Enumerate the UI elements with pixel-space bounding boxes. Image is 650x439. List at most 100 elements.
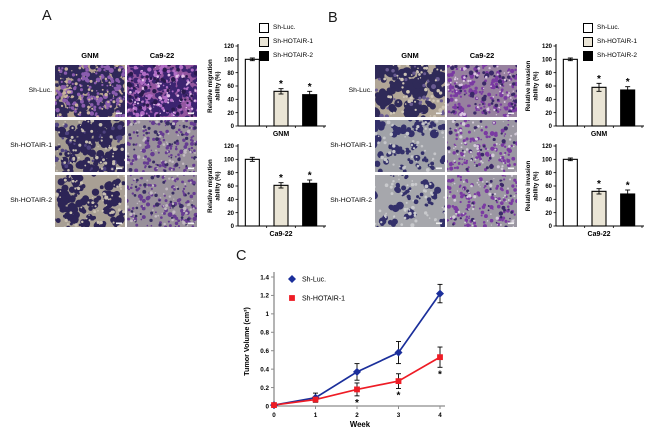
bar-chart-a-ca922-migration: Relative migration ability (%) 0 20 40 60 80 10…	[206, 140, 330, 240]
y-tick-label: 0.6	[260, 348, 269, 355]
bar	[562, 158, 578, 227]
micrograph-a-sh-hotair2-gnm	[55, 175, 125, 227]
legend-item: Sh-Luc.	[583, 22, 637, 33]
y-tick-label: 0	[231, 224, 235, 230]
panel-b-label: B	[328, 10, 338, 26]
y-axis-label: Relative invasion	[525, 61, 532, 112]
panel-b-row-label-sh-hotair-1: Sh-HOTAIR-1	[330, 142, 372, 149]
x-axis-title: Ca9-22	[270, 231, 293, 238]
y-tick-label: 60	[227, 84, 234, 90]
y-tick-label: 20	[227, 211, 234, 217]
x-axis-title: Ca9-22	[588, 231, 611, 238]
y-tick-label: 40	[545, 198, 552, 204]
y-tick-label: 100	[542, 58, 553, 64]
legend-label: Sh-HOTAIR-1	[302, 296, 345, 303]
square-marker	[354, 386, 360, 393]
square-marker	[437, 354, 443, 361]
y-tick-label: 80	[227, 171, 234, 177]
y-tick-label: 120	[542, 44, 553, 50]
y-axis-label: ability (%)	[533, 171, 540, 200]
legend-swatch	[583, 50, 593, 61]
x-tick-label: 0	[272, 412, 276, 419]
legend-label: Sh-HOTAIR-1	[273, 38, 313, 45]
significance-asterisk: *	[597, 74, 601, 85]
bar-chart-a-gnm-migration: Relative migration ability (%) 0 20 40 60 80 10…	[206, 40, 330, 140]
micrograph-a-sh-luc-ca922	[127, 65, 197, 117]
micrograph-b-sh-hotair2-ca922	[447, 175, 517, 227]
legend-item: Sh-Luc.	[259, 22, 313, 33]
significance-asterisk: *	[597, 179, 601, 190]
micrograph-a-sh-hotair1-ca922	[127, 120, 197, 172]
bar	[302, 182, 318, 227]
y-tick-label: 100	[224, 158, 235, 164]
y-tick-label: 1.4	[260, 274, 269, 281]
significance-asterisk: *	[438, 369, 442, 380]
significance-asterisk: *	[279, 79, 283, 90]
legend-item: Sh-HOTAIR-2	[259, 50, 313, 61]
x-axis-title: Week	[350, 420, 371, 429]
y-axis-label: Relative invasion	[525, 161, 532, 212]
y-tick-label: 40	[227, 98, 234, 104]
significance-asterisk: *	[308, 82, 312, 93]
y-tick-label: 120	[224, 144, 235, 150]
x-axis-title: GNM	[591, 131, 608, 138]
legend-swatch	[259, 36, 269, 47]
panel-b-row-label-sh-hotair-2: Sh-HOTAIR-2	[330, 197, 372, 204]
panel-a-label: A	[42, 8, 52, 24]
y-tick-label: 100	[542, 158, 553, 164]
panel-a-row-label-sh-hotair-1: Sh-HOTAIR-1	[10, 142, 52, 149]
panel-b-row-label-sh-luc: Sh-Luc.	[348, 87, 372, 94]
panel-a-col-header-ca922: Ca9-22	[149, 51, 175, 60]
significance-asterisk: *	[626, 77, 630, 88]
bar	[620, 89, 636, 127]
y-tick-label: 0	[231, 124, 235, 130]
bar-chart-b-gnm-invasion: Relative invasion ability (%) 0 20 40 60 80 100…	[524, 40, 648, 140]
legend-label: Sh-HOTAIR-2	[597, 52, 637, 59]
x-tick-label: 3	[397, 412, 401, 419]
significance-asterisk: *	[279, 173, 283, 184]
y-axis-label: ability (%)	[533, 71, 540, 100]
panel-b-col-header-ca922: Ca9-22	[469, 51, 495, 60]
legend-swatch	[259, 22, 269, 33]
x-axis-title: GNM	[273, 131, 290, 138]
line-chart: Tumor Volume (cm³) 0 0.2 0.4 0.6 0.8 1 1.2 1.4 0 1…	[242, 272, 445, 429]
y-tick-label: 0.2	[260, 385, 269, 392]
y-tick-label: 1.2	[260, 293, 269, 300]
micrograph-b-sh-luc-gnm	[375, 65, 445, 117]
y-tick-label: 80	[545, 171, 552, 177]
bar-chart-b-ca922-invasion: Relative invasion ability (%) 0 20 40 60 80 100…	[524, 140, 648, 240]
legend-label: Sh-Luc.	[597, 24, 620, 31]
bar	[620, 193, 636, 227]
square-marker	[312, 396, 319, 403]
y-tick-label: 20	[227, 111, 234, 117]
y-tick-label: 60	[227, 184, 234, 190]
y-axis-label: Tumor Volume (cm³)	[242, 306, 251, 375]
y-tick-label: 80	[545, 71, 552, 77]
bar	[273, 184, 289, 227]
y-axis-label: Relative migration	[207, 159, 214, 213]
x-tick-label: 4	[438, 412, 442, 419]
y-tick-label: 0	[265, 403, 269, 410]
bar	[591, 86, 607, 127]
significance-asterisk: *	[626, 181, 630, 192]
y-tick-label: 0.8	[260, 330, 269, 337]
bar-chart: Relative migration ability (%) 0 20 40 60 80 10…	[207, 44, 326, 138]
diamond-marker	[394, 348, 403, 357]
y-tick-label: 60	[545, 84, 552, 90]
y-tick-label: 60	[545, 184, 552, 190]
y-axis-label: Relative migration	[207, 59, 214, 113]
significance-asterisk: *	[308, 171, 312, 182]
bar	[244, 158, 260, 227]
legend-label: Sh-HOTAIR-1	[597, 38, 637, 45]
panel-c-label: C	[236, 248, 247, 264]
bar	[302, 94, 318, 127]
legend-swatch	[583, 22, 593, 33]
panel-b-legend: Sh-Luc. Sh-HOTAIR-1 Sh-HOTAIR-2	[583, 22, 637, 61]
y-tick-label: 20	[545, 111, 552, 117]
panel-a-col-header-gnm: GNM	[81, 51, 99, 60]
panel-a-row-label-sh-luc: Sh-Luc.	[28, 87, 52, 94]
micrograph-b-sh-hotair1-ca922	[447, 120, 517, 172]
panel-a-legend: Sh-Luc. Sh-HOTAIR-1 Sh-HOTAIR-2	[259, 22, 313, 61]
y-tick-label: 100	[224, 58, 235, 64]
